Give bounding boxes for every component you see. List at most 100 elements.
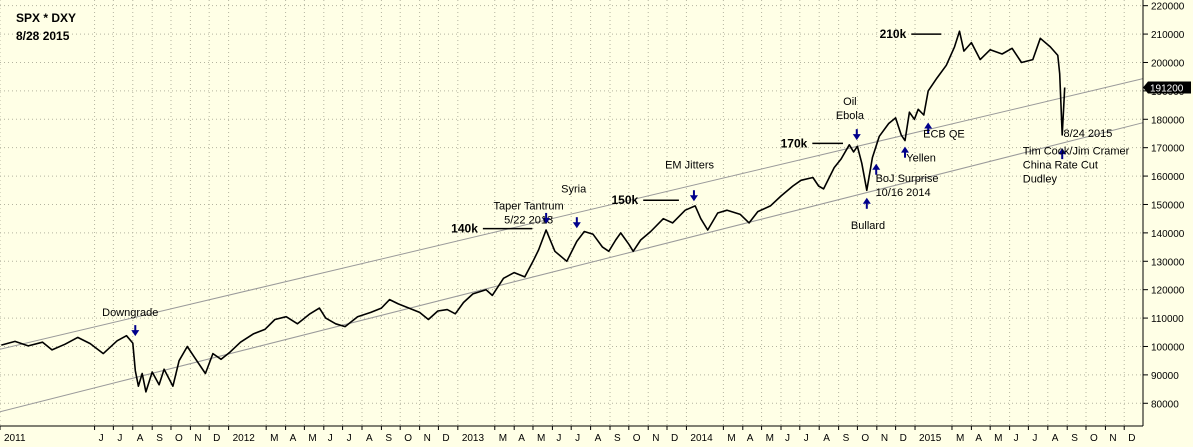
x-tick-label: O — [633, 433, 641, 444]
annotation-label: BoJ Surprise — [876, 173, 939, 185]
y-tick-label: 130000 — [1151, 257, 1185, 268]
annotation-label: Syria — [561, 184, 587, 196]
y-tick-label: 110000 — [1151, 314, 1184, 325]
x-tick-label: A — [595, 433, 602, 444]
y-tick-label: 80000 — [1151, 399, 1179, 410]
grid — [0, 0, 1143, 426]
x-tick-label: D — [1128, 433, 1135, 444]
y-tick-label: 140000 — [1151, 229, 1185, 240]
x-tick-label: 2013 — [462, 433, 485, 444]
annotation-label: Taper Tantrum — [494, 201, 564, 213]
x-tick-label: S — [385, 433, 392, 444]
x-tick-label: O — [1090, 433, 1098, 444]
annotation-label: 10/16 2014 — [876, 187, 931, 199]
annotation-label: 8/24 2015 — [1063, 128, 1112, 140]
level-label: 210k — [880, 27, 907, 41]
arrow-up-head-icon — [901, 146, 910, 153]
x-tick-label: D — [671, 433, 678, 444]
last-value-tag — [1143, 81, 1191, 94]
event-annotations: Downgrade Taper Tantrum 5/22 2013 Syria EM J… — [102, 96, 1130, 337]
x-tick-label: A — [1052, 433, 1059, 444]
y-tick-label: 210000 — [1151, 30, 1185, 41]
y-tick-label: 170000 — [1151, 144, 1185, 155]
x-tick-label: S — [1071, 433, 1078, 444]
arrow-up-head-icon — [862, 197, 871, 204]
level-label: 140k — [451, 222, 478, 236]
x-tick-label: D — [213, 433, 220, 444]
x-axis-band — [0, 428, 1143, 447]
x-tick-label: J — [99, 433, 104, 444]
annotation-label: Ebola — [836, 110, 865, 122]
annotation-label: China Rate Cut — [1023, 159, 1098, 171]
x-tick-label: A — [975, 433, 982, 444]
arrow-down-head-icon — [852, 134, 861, 141]
y-tick-label: 160000 — [1151, 172, 1185, 183]
x-tick-label: A — [137, 433, 144, 444]
arrow-down-head-icon — [131, 330, 140, 337]
y-axis: 80000 90000 100000 110000 120000 130000 140000… — [1143, 2, 1191, 410]
x-tick-label: M — [499, 433, 507, 444]
x-tick-label: D — [442, 433, 449, 444]
x-tick-label: J — [347, 433, 352, 444]
x-tick-label: O — [404, 433, 412, 444]
x-tick-label: D — [900, 433, 907, 444]
x-tick-label: 2014 — [690, 433, 713, 444]
x-tick-label: N — [194, 433, 201, 444]
trend-line — [0, 122, 1144, 413]
arrow-down-head-icon — [689, 195, 698, 202]
x-tick-label: A — [290, 433, 297, 444]
x-tick-label: J — [785, 433, 790, 444]
y-tick-label: 220000 — [1151, 2, 1185, 13]
x-tick-label: J — [575, 433, 580, 444]
x-tick-label: N — [881, 433, 888, 444]
x-tick-label: 2012 — [233, 433, 256, 444]
x-tick-label: M — [537, 433, 545, 444]
x-tick-label: 2011 — [4, 433, 26, 444]
y-tick-label: 200000 — [1151, 58, 1185, 69]
level-label: 170k — [781, 136, 808, 150]
x-tick-label: A — [366, 433, 373, 444]
x-tick-label: M — [766, 433, 774, 444]
x-tick-label: S — [156, 433, 163, 444]
x-tick-label: M — [727, 433, 735, 444]
level-label: 150k — [612, 193, 639, 207]
annotation-label: 5/22 2013 — [504, 215, 553, 227]
x-tick-label: O — [861, 433, 869, 444]
arrow-up-head-icon — [924, 122, 933, 129]
annotation-label: Tim Cook/Jim Cramer — [1023, 145, 1130, 157]
x-tick-label: A — [747, 433, 754, 444]
chart-subtitle: 8/28 2015 — [16, 29, 70, 43]
trend-line — [0, 78, 1144, 350]
x-tick-label: A — [518, 433, 525, 444]
x-tick-label: M — [956, 433, 964, 444]
x-tick-label: N — [1109, 433, 1116, 444]
annotation-label: Bullard — [851, 220, 885, 232]
x-tick-label: M — [308, 433, 316, 444]
x-axis: 2011 J J A S O N D 2012 M A M J J A S O N D 2013 M A M J J A S O N D 2… — [0, 426, 1135, 444]
annotation-label: Oil — [843, 96, 856, 108]
y-tick-label: 100000 — [1151, 342, 1185, 353]
x-tick-label: M — [270, 433, 278, 444]
x-tick-label: S — [843, 433, 850, 444]
x-tick-label: J — [804, 433, 809, 444]
last-value-label: 191200 — [1150, 83, 1184, 94]
annotation-label: Dudley — [1023, 173, 1058, 185]
trend-lines — [0, 78, 1144, 413]
x-tick-label: J — [1014, 433, 1019, 444]
arrow-up-head-icon — [872, 163, 881, 170]
arrow-down-head-icon — [542, 217, 551, 224]
x-tick-label: J — [328, 433, 333, 444]
annotation-label: ECB QE — [923, 129, 965, 141]
x-tick-label: N — [424, 433, 431, 444]
y-tick-label: 180000 — [1151, 115, 1185, 126]
x-tick-label: J — [117, 433, 122, 444]
arrow-down-head-icon — [572, 222, 581, 229]
x-tick-label: S — [614, 433, 621, 444]
annotation-label: EM Jitters — [665, 159, 714, 171]
x-tick-label: O — [175, 433, 183, 444]
x-tick-label: J — [1032, 433, 1037, 444]
arrow-up-head-icon — [1058, 148, 1067, 155]
annotation-label: Yellen — [906, 153, 936, 165]
chart-title: SPX * DXY — [16, 11, 76, 25]
